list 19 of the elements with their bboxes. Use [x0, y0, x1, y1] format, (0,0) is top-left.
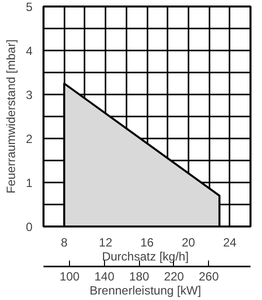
x-axis-title: Durchsatz [kg/h] — [102, 250, 189, 264]
x2-tick-label: 100 — [60, 270, 80, 284]
x-tick-label: 16 — [140, 236, 154, 250]
x-tick-label: 24 — [223, 236, 237, 250]
x2-tick-label: 180 — [129, 270, 150, 284]
y-tick-label: 2 — [26, 132, 33, 146]
y-axis-title: Feuerraumwiderstand [mbar] — [4, 39, 18, 194]
x2-tick-label: 220 — [164, 270, 184, 284]
y-tick-label: 0 — [26, 220, 33, 234]
y-tick-label: 1 — [26, 176, 33, 190]
x2-tick-label: 140 — [94, 270, 115, 284]
x-tick-label: 8 — [60, 236, 68, 250]
x2-tick-label: 260 — [198, 270, 220, 284]
y-tick-label: 5 — [26, 0, 33, 14]
y-tick-label: 3 — [26, 88, 33, 102]
x-tick-label: 20 — [182, 236, 196, 250]
x-tick-label: 12 — [98, 236, 113, 250]
x2-axis-title: Brennerleistung [kW] — [90, 284, 202, 298]
y-tick-label: 4 — [26, 44, 33, 58]
